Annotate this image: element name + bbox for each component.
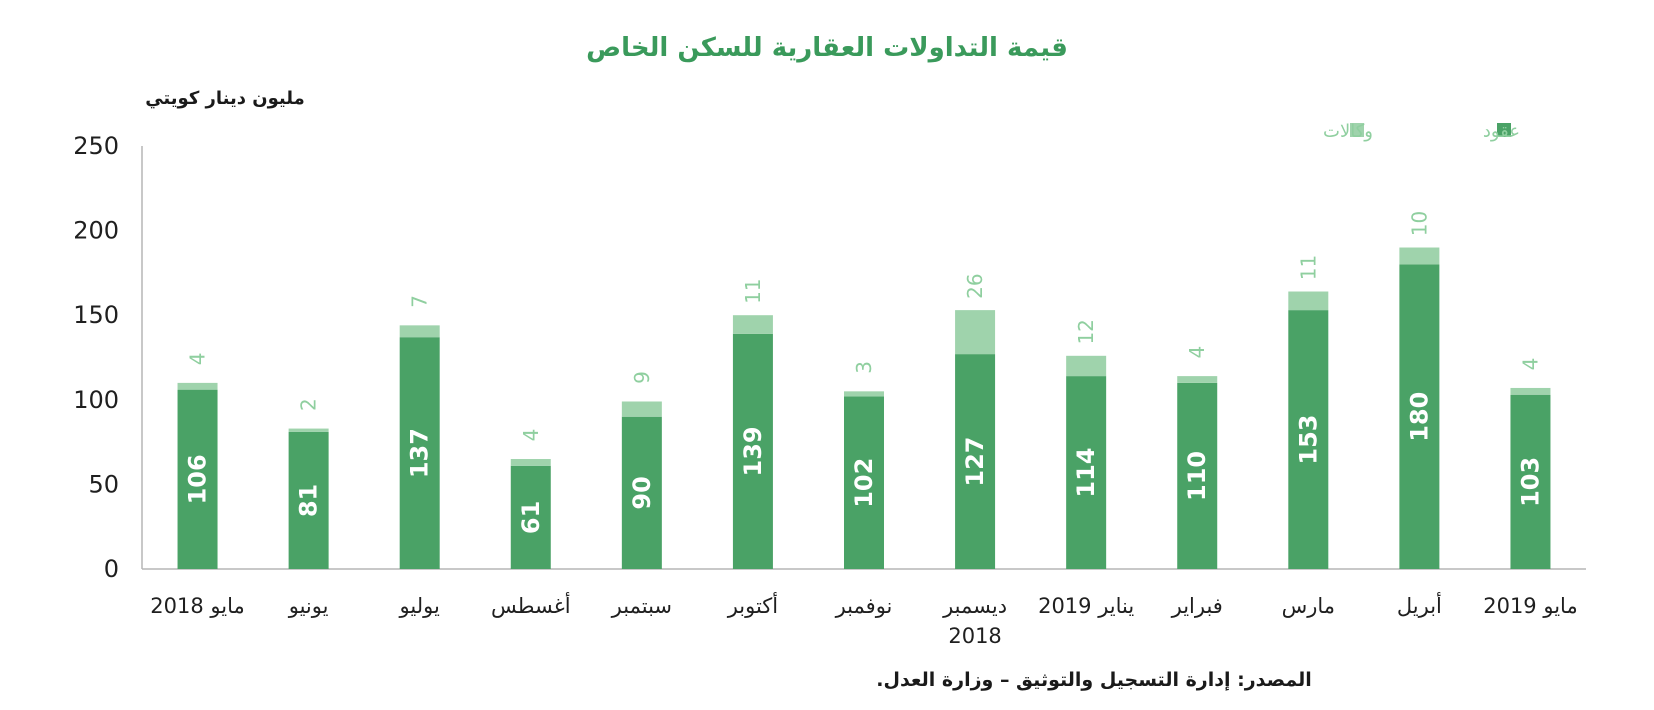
value-label-agencies: 11 [741, 278, 765, 303]
value-label-agencies: 4 [186, 353, 210, 366]
bar-agencies [1399, 247, 1440, 265]
value-label-agencies: 3 [852, 361, 876, 374]
bar-contracts [510, 465, 551, 569]
value-label-agencies: 2 [297, 398, 321, 411]
y-tick-label: 100 [73, 386, 119, 414]
bar-contracts [1510, 394, 1551, 569]
value-label-contracts: 102 [850, 458, 878, 508]
bars [177, 247, 1551, 569]
bar-agencies [399, 325, 440, 338]
bar-agencies [1288, 291, 1329, 311]
value-label-agencies: 4 [519, 429, 543, 442]
x-tick-label: مايو 2019 [1483, 594, 1577, 618]
bar-agencies [1177, 376, 1218, 383]
value-label-contracts: 110 [1183, 451, 1211, 501]
x-tick-label: 2018 [948, 624, 1001, 648]
x-tick-label: ديسمبر [942, 594, 1007, 618]
x-tick-label: أبريل [1397, 592, 1442, 618]
x-tick-label: مايو 2018 [150, 594, 244, 618]
chart-title: قيمة التداولات العقارية للسكن الخاص [586, 33, 1068, 63]
value-label-contracts: 61 [517, 501, 545, 534]
y-tick-label: 150 [73, 301, 119, 329]
value-label-contracts: 137 [406, 428, 434, 478]
x-tick-label: مارس [1282, 594, 1335, 618]
legend: عقود وكالات [1323, 121, 1520, 142]
bar-agencies [1510, 387, 1551, 395]
bar-agencies [1066, 355, 1107, 377]
bar-contracts [621, 416, 662, 569]
legend-label-agencies: وكالات [1323, 121, 1373, 142]
value-label-agencies: 12 [1074, 319, 1098, 344]
x-tick-label: يونيو [288, 594, 329, 618]
bar-contracts [288, 431, 329, 569]
x-tick-label: يناير 2019 [1038, 594, 1134, 618]
bar-contracts [1177, 382, 1218, 569]
bar-agencies [288, 428, 329, 432]
y-ticks: 0 50 100 150 200 250 [73, 132, 119, 583]
bar-contracts [955, 354, 996, 569]
value-label-agencies: 4 [1518, 358, 1542, 371]
value-label-agencies: 4 [1185, 346, 1209, 359]
x-tick-label: سبتمبر [611, 594, 672, 618]
x-tick-label: أغسطس [491, 592, 571, 618]
bar-agencies [510, 459, 551, 466]
x-tick-label: فبراير [1171, 594, 1223, 618]
bar-agencies [177, 382, 218, 390]
x-tick-label: يوليو [399, 594, 440, 618]
value-label-agencies: 26 [963, 273, 987, 298]
value-label-contracts: 103 [1516, 457, 1544, 507]
bar-contracts [844, 396, 884, 569]
value-label-contracts: 153 [1294, 415, 1322, 465]
bar-contracts [399, 337, 440, 569]
y-tick-label: 250 [73, 132, 119, 160]
value-label-agencies: 10 [1407, 211, 1431, 236]
x-tick-label: نوفمبر [835, 594, 893, 618]
value-label-contracts: 106 [184, 454, 212, 504]
bar-contracts [177, 389, 218, 569]
bar-agencies [955, 310, 996, 355]
value-label-agencies: 11 [1296, 255, 1320, 280]
bar-agencies [732, 315, 773, 334]
bar-contracts [1066, 376, 1107, 569]
x-ticks: مايو 2018 يونيو يوليو أغسطس سبتمبر أكتوبر نوفم… [150, 592, 1577, 648]
value-label-agencies: 7 [408, 295, 432, 308]
bar-agencies [844, 391, 884, 397]
value-label-agencies: 9 [630, 371, 654, 384]
y-tick-label: 200 [73, 217, 119, 245]
bar-contracts [1399, 264, 1440, 569]
value-label-contracts: 90 [628, 476, 656, 509]
bar-agencies [621, 401, 662, 417]
legend-swatch-agencies [1350, 123, 1364, 137]
y-axis-unit-label: مليون دينار كويتي [145, 88, 305, 109]
value-label-contracts: 139 [739, 426, 767, 476]
value-label-contracts: 81 [295, 484, 323, 517]
bar-contracts [732, 333, 773, 569]
y-tick-label: 0 [104, 555, 119, 583]
legend-label-contracts: عقود [1483, 121, 1520, 142]
y-tick-label: 50 [88, 470, 119, 498]
value-labels: 1064812137761490913911102312726114121104… [184, 211, 1545, 534]
legend-swatch-contracts [1497, 123, 1511, 137]
value-label-contracts: 127 [961, 437, 989, 487]
value-label-contracts: 114 [1072, 448, 1100, 498]
bar-contracts [1288, 310, 1329, 569]
value-label-contracts: 180 [1405, 392, 1433, 442]
x-tick-label: أكتوبر [727, 592, 778, 618]
source-note: المصدر: إدارة التسجيل والتوثيق – وزارة ا… [876, 669, 1312, 691]
